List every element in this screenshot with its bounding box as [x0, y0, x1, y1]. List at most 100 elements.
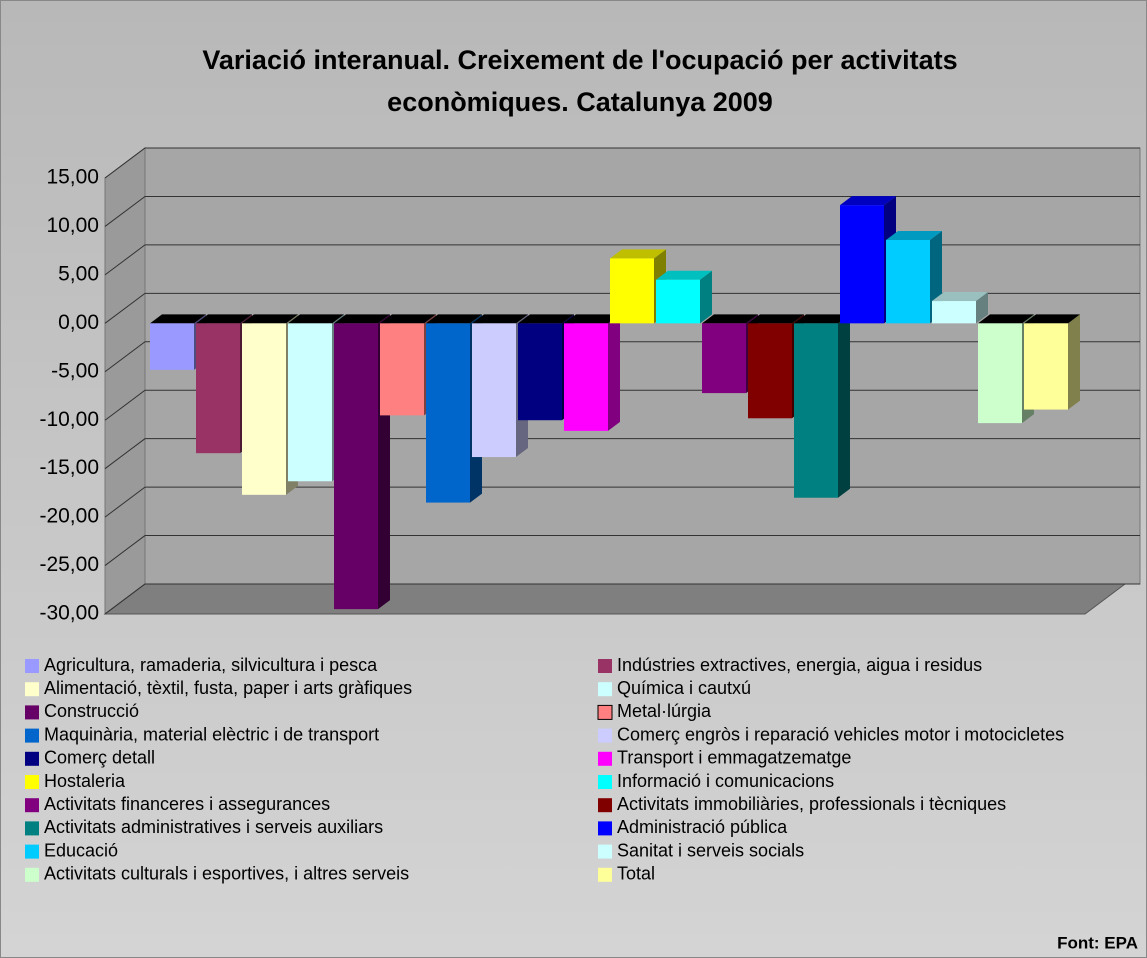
legend-swatch	[598, 867, 612, 882]
bar	[334, 323, 378, 610]
bar	[380, 323, 424, 416]
floor	[103, 583, 1127, 615]
bar	[886, 240, 930, 324]
legend-swatch	[25, 751, 39, 766]
bar-top	[242, 314, 298, 324]
bar	[702, 323, 746, 394]
grid-line	[104, 535, 1140, 566]
grid-line	[104, 583, 1140, 615]
legend-label: Comerç detall	[44, 748, 155, 768]
bar-top	[380, 314, 436, 324]
bar-top	[150, 314, 206, 324]
legend-swatch	[598, 844, 612, 859]
legend: Agricultura, ramaderia, silvicultura i p…	[25, 655, 1064, 884]
y-tick-label: -5,00	[51, 359, 99, 382]
legend-label: Activitats administratives i serveis aux…	[44, 817, 383, 837]
legend-swatch	[598, 682, 612, 697]
bar-top	[748, 314, 804, 324]
legend-swatch	[598, 775, 612, 789]
bar-top	[426, 314, 482, 324]
bar-top	[610, 249, 666, 259]
legend-label: Maquinària, material elèctric i de trans…	[44, 724, 379, 744]
bar	[978, 323, 1022, 424]
bar	[564, 323, 608, 431]
legend-label: Química i cautxú	[617, 678, 751, 698]
bar-top	[1024, 314, 1080, 324]
bar-top	[196, 314, 252, 324]
legend-label: Activitats immobiliàries, professionals …	[617, 794, 1006, 814]
bar-top	[656, 270, 712, 280]
bar-top	[932, 292, 988, 302]
legend-swatch	[25, 821, 39, 836]
legend-swatch	[25, 728, 39, 743]
bar-side	[976, 292, 988, 324]
chart-title: econòmiques. Catalunya 2009	[387, 87, 773, 117]
bar-side	[838, 314, 850, 498]
bar-top	[334, 314, 390, 324]
side-wall	[104, 147, 146, 615]
bar	[288, 323, 332, 482]
bar-top	[518, 314, 574, 324]
legend-label: Activitats culturals i esportives, i alt…	[44, 864, 409, 884]
bar	[840, 205, 884, 324]
bar	[472, 323, 516, 458]
bar	[196, 323, 240, 454]
chart-title: Variació interanual. Creixement de l'ocu…	[202, 45, 957, 75]
legend-swatch	[25, 705, 39, 720]
legend-label: Informació i comunicacions	[617, 771, 834, 791]
legend-swatch	[598, 798, 612, 813]
legend-swatch	[598, 728, 612, 743]
bar	[426, 323, 470, 503]
y-tick-label: 0,00	[58, 311, 99, 334]
legend-swatch	[598, 751, 612, 766]
legend-label: Sanitat i serveis socials	[617, 840, 804, 860]
bar-top	[564, 314, 620, 324]
legend-label: Alimentació, tèxtil, fusta, paper i arts…	[44, 678, 412, 698]
bar	[518, 323, 562, 421]
grid-line	[104, 195, 1140, 227]
legend-label: Transport i emmagatzematge	[617, 748, 851, 768]
bar	[932, 301, 976, 324]
y-tick-label: -25,00	[39, 553, 99, 576]
y-tick-label: -10,00	[39, 408, 99, 431]
legend-swatch	[597, 704, 613, 720]
bar-top	[472, 314, 528, 324]
source: Font: EPA	[1057, 933, 1138, 952]
legend-swatch	[598, 659, 612, 673]
bar	[610, 258, 654, 324]
legend-label: Activitats financeres i assegurances	[44, 794, 330, 814]
bar-top	[794, 314, 850, 324]
bar	[748, 323, 792, 419]
legend-swatch	[25, 844, 39, 859]
legend-label: Comerç engròs i reparació vehicles motor…	[617, 724, 1064, 744]
y-tick-label: -20,00	[39, 505, 99, 528]
legend-label: Administració pública	[617, 817, 788, 837]
y-tick-label: 5,00	[58, 262, 99, 285]
bar-top	[702, 314, 758, 324]
bar	[242, 323, 286, 495]
legend-label: Agricultura, ramaderia, silvicultura i p…	[44, 655, 378, 675]
legend-swatch	[25, 867, 39, 882]
legend-label: Total	[617, 864, 655, 884]
y-tick-label: -15,00	[39, 456, 99, 479]
grid-line	[104, 292, 1140, 324]
legend-swatch	[25, 682, 39, 697]
legend-label: Metal·lúrgia	[617, 701, 712, 721]
legend-label: Hostaleria	[44, 771, 126, 791]
bar-side	[608, 314, 620, 431]
bar-top	[840, 196, 896, 206]
y-tick-label: 15,00	[46, 166, 99, 189]
grid-line	[104, 244, 1140, 276]
bar	[794, 323, 838, 498]
y-tick-label: -30,00	[39, 602, 99, 625]
bar	[150, 323, 194, 370]
y-tick-label: 10,00	[46, 214, 99, 237]
bar-top	[886, 231, 942, 241]
bar	[656, 279, 700, 324]
legend-label: Educació	[44, 840, 118, 860]
legend-swatch	[25, 798, 39, 813]
bar-side	[700, 270, 712, 324]
legend-label: Indústries extractives, energia, aigua i…	[617, 655, 982, 675]
bar-top	[978, 314, 1034, 324]
